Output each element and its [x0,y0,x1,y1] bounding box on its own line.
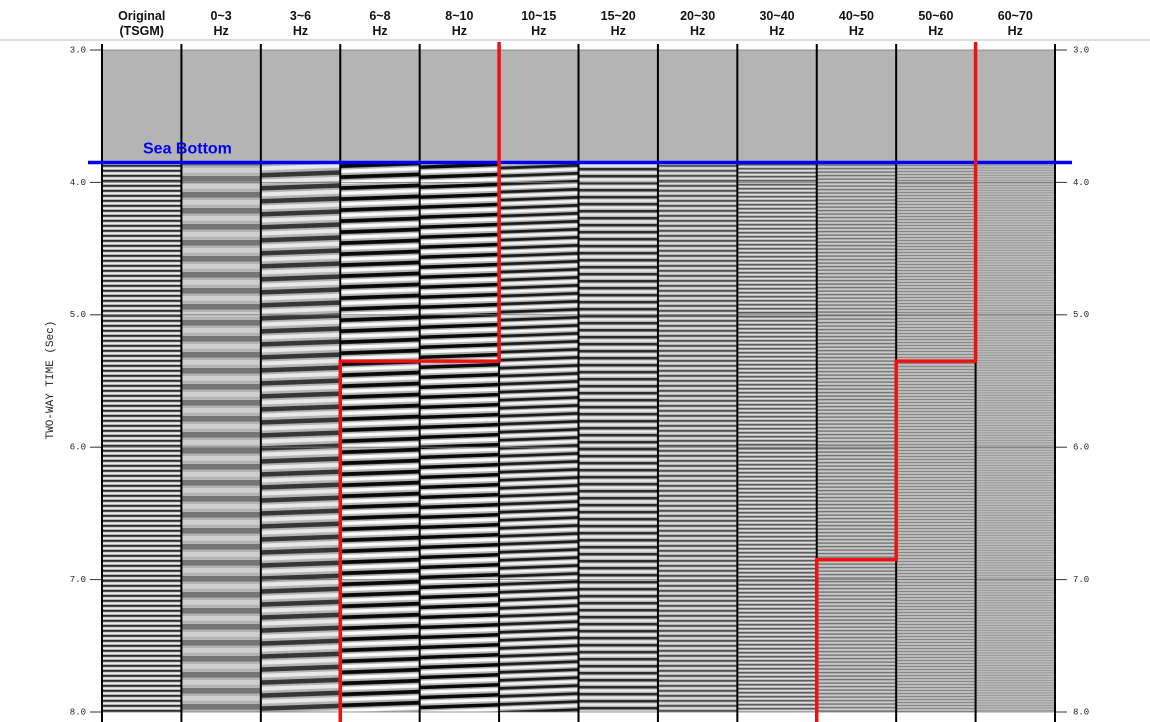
panel-texture [419,162,500,713]
panel-texture [737,162,817,713]
y-tick-label: 7.0 [70,575,86,585]
panel-texture [499,162,579,713]
y-tick-label: 4.0 [1073,178,1089,188]
panel-texture [896,162,976,713]
y-tick-label: 5.0 [70,310,86,320]
column-header: 8~10 [445,9,473,23]
column-header: Hz [213,24,228,38]
panel-texture [102,162,182,713]
y-tick-label: 5.0 [1073,310,1089,320]
y-tick-label: 3.0 [70,45,86,55]
column-header: 50~60 [918,9,953,23]
column-header: 3~6 [290,9,311,23]
y-tick-label: 8.0 [1073,707,1089,717]
y-tick-label: 8.0 [70,707,86,717]
panel-texture [340,162,420,713]
column-header: Hz [769,24,784,38]
y-tick-label: 6.0 [1073,443,1089,453]
column-header: (TSGM) [119,24,163,38]
column-header: Hz [452,24,467,38]
panel-texture [578,162,658,713]
column-header: 15~20 [601,9,636,23]
y-axis-label: TWO-WAY TIME (Sec) [45,321,57,440]
column-header: 60~70 [998,9,1033,23]
sea-bottom-label: Sea Bottom [143,141,232,158]
y-tick-label: 6.0 [70,443,86,453]
panel-texture [657,162,738,713]
column-header: 0~3 [211,9,232,23]
y-tick-label: 3.0 [1073,45,1089,55]
column-header: 30~40 [759,9,794,23]
column-header: 20~30 [680,9,715,23]
column-header: 40~50 [839,9,874,23]
panel-texture [181,162,261,713]
column-header: Hz [849,24,864,38]
column-header: Hz [293,24,308,38]
frequency-boundary [815,42,978,722]
column-header: Hz [531,24,546,38]
column-header: Hz [372,24,387,38]
column-header: Hz [1008,24,1023,38]
panel-texture [816,162,897,713]
panel-texture [975,162,1055,713]
column-header: 10~15 [521,9,556,23]
y-tick-label: 7.0 [1073,575,1089,585]
column-header: Hz [690,24,705,38]
column-header: Hz [611,24,626,38]
column-header: Hz [928,24,943,38]
panel-texture [260,162,341,713]
column-header: Original [118,9,165,23]
y-tick-label: 4.0 [70,178,86,188]
frequency-boundary [338,42,501,722]
column-header: 6~8 [369,9,390,23]
